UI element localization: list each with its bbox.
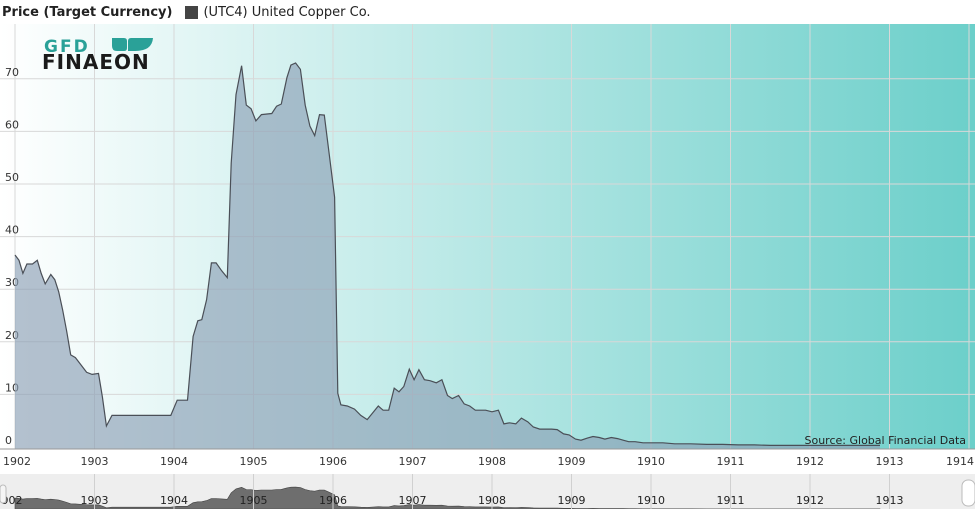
navigator-background	[0, 474, 975, 509]
x-tick-label: 1914	[946, 455, 974, 468]
chart-title: Price (Target Currency)	[2, 4, 173, 20]
series-layer[interactable]	[14, 62, 880, 449]
y-tick-label: 40	[5, 224, 19, 237]
x-tick-label: 1904	[160, 455, 188, 468]
navigator-handle-right[interactable]	[961, 479, 975, 507]
gfd-finaeon-logo: GFD FINAEON	[42, 37, 153, 74]
x-tick-label: 1912	[796, 455, 824, 468]
series-line-0[interactable]	[14, 62, 880, 446]
grid-layer	[0, 24, 975, 449]
x-tick-label: 1903	[81, 455, 109, 468]
logo-text-bottom: FINAEON	[42, 50, 150, 74]
legend-label[interactable]: (UTC4) United Copper Co.	[203, 4, 371, 20]
source-annotation: Source: Global Financial Data	[805, 434, 967, 447]
y-tick-label: 50	[5, 171, 19, 184]
logo-leaf-right	[128, 38, 153, 51]
logo-leaf-left	[112, 38, 127, 51]
x-tick-label: 1907	[399, 455, 427, 468]
x-tick-label: 1906	[319, 455, 347, 468]
series-area-0[interactable]	[15, 63, 880, 449]
navigator-handle-left[interactable]	[0, 484, 7, 504]
x-axis: 1902 1903 1904 1905 1906 1907 1908 1909 1910 1911…	[0, 448, 975, 468]
y-tick-label: 0	[5, 434, 12, 447]
y-tick-label: 70	[5, 66, 19, 79]
navigator[interactable]: 902 1903 1904 1905 1906 1907 1908 1909 1910 1911 1…	[0, 474, 975, 509]
legend-swatch[interactable]	[185, 5, 199, 19]
logo-text-top: GFD	[44, 37, 90, 57]
x-tick-label: 1905	[240, 455, 268, 468]
chart-header: Price (Target Currency) (UTC4) United Co…	[0, 0, 975, 24]
y-tick-label: 60	[5, 118, 19, 131]
navigator-labels: 902 1903 1904 1905 1906 1907 1908 1909 1910 1911 1…	[2, 474, 904, 509]
x-tick-label: 1908	[478, 455, 506, 468]
x-tick-label: 1909	[558, 455, 586, 468]
x-tick-label: 1913	[876, 455, 904, 468]
x-tick-label: 1902	[3, 455, 31, 468]
x-tick-label: 1910	[637, 455, 665, 468]
x-tick-label: 1911	[717, 455, 745, 468]
navigator-label: 902	[2, 494, 23, 507]
